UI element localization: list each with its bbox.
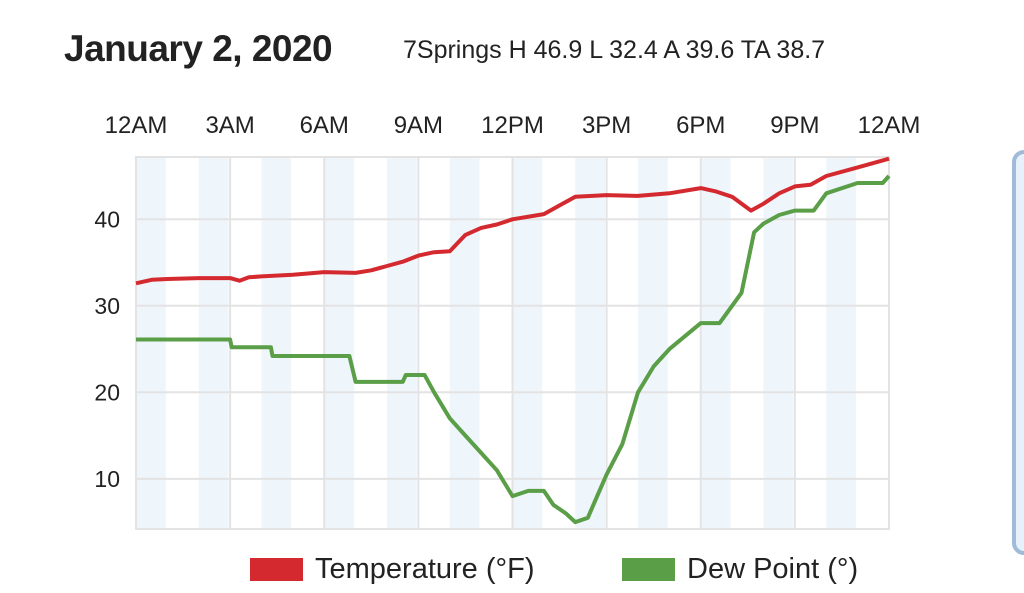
x-tick-label: 9PM xyxy=(770,112,819,139)
hour-stripe xyxy=(198,157,229,529)
legend-label: Dew Point (°) xyxy=(687,553,859,585)
side-panel-scrollbar[interactable] xyxy=(1012,150,1024,555)
x-tick-label: 12AM xyxy=(858,112,921,139)
x-tick-label: 6AM xyxy=(300,112,349,139)
y-axis-ticks: 10 20 30 40 xyxy=(94,206,120,492)
x-tick-label: 3PM xyxy=(582,112,631,139)
legend-temperature[interactable]: Temperature (°F) xyxy=(250,553,534,586)
hour-stripe xyxy=(136,157,166,529)
dew-point-line xyxy=(136,174,891,525)
legend-dew-point[interactable]: Dew Point (°) xyxy=(622,553,858,586)
hour-stripe xyxy=(512,157,543,529)
x-tick-label: 12AM xyxy=(105,112,168,139)
hour-stripe xyxy=(700,157,731,529)
y-tick-label: 40 xyxy=(94,206,120,232)
x-tick-label: 6PM xyxy=(676,112,725,139)
hour-stripes xyxy=(136,157,857,529)
y-tick-label: 10 xyxy=(94,466,120,492)
temperature-line xyxy=(135,156,890,286)
series-lines xyxy=(135,156,891,525)
page-title: January 2, 2020 xyxy=(64,28,333,69)
x-tick-label: 3AM xyxy=(205,112,254,139)
x-axis-ticks: 12AM 3AM 6AM 9AM 12PM 3PM 6PM 9PM 12AM xyxy=(105,112,921,139)
x-tick-label: 9AM xyxy=(394,112,443,139)
hour-stripe xyxy=(261,157,292,529)
temperature-swatch xyxy=(250,558,303,581)
dew-point-swatch xyxy=(622,558,675,581)
y-tick-label: 20 xyxy=(94,379,120,405)
hour-stripe xyxy=(826,157,857,529)
x-tick-label: 12PM xyxy=(481,112,544,139)
y-tick-label: 30 xyxy=(94,293,120,319)
hour-stripe xyxy=(449,157,480,529)
hour-stripe xyxy=(638,157,668,529)
hour-stripe xyxy=(324,157,355,529)
station-summary: 7Springs H 46.9 L 32.4 A 39.6 TA 38.7 xyxy=(403,36,826,64)
hour-stripe xyxy=(575,157,606,529)
legend-label: Temperature (°F) xyxy=(315,553,535,585)
hour-stripe xyxy=(387,157,417,529)
